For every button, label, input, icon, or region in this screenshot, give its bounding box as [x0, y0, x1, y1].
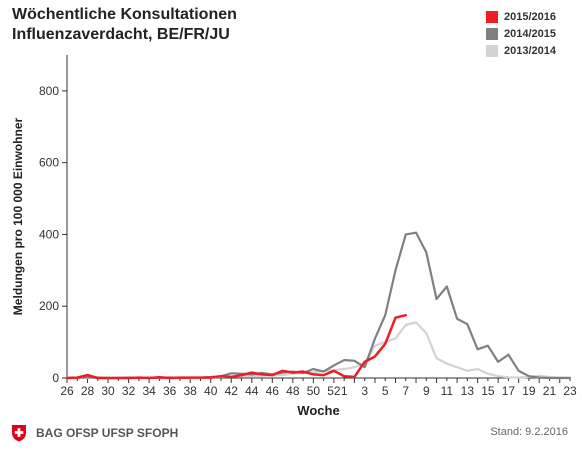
- x-tick-label: 46: [266, 384, 280, 398]
- x-tick-label: 5: [382, 384, 389, 398]
- x-tick-label: 15: [481, 384, 495, 398]
- y-tick-label: 600: [39, 156, 59, 170]
- x-tick-label: 40: [204, 384, 218, 398]
- x-tick-label: 13: [461, 384, 475, 398]
- x-tick-label: 7: [402, 384, 409, 398]
- legend: 2015/2016 2014/2015 2013/2014: [486, 8, 556, 59]
- legend-item-2015-2016: 2015/2016: [486, 8, 556, 25]
- x-tick-label: 36: [163, 384, 177, 398]
- y-tick-label: 400: [39, 227, 59, 241]
- legend-item-2013-2014: 2013/2014: [486, 42, 556, 59]
- x-tick-label: 52: [327, 384, 341, 398]
- x-tick-label: 28: [81, 384, 95, 398]
- x-tick-label: 50: [307, 384, 321, 398]
- legend-label: 2013/2014: [504, 44, 556, 57]
- y-tick-label: 200: [39, 299, 59, 313]
- x-tick-label: 48: [286, 384, 300, 398]
- x-tick-label: 23: [563, 384, 577, 398]
- chart-title-line-1: Wöchentliche Konsultationen: [12, 6, 237, 23]
- x-tick-label: 38: [184, 384, 198, 398]
- x-tick-label: 32: [122, 384, 136, 398]
- y-tick-label: 800: [39, 84, 59, 98]
- chart-title-line-2: Influenzaverdacht, BE/FR/JU: [12, 26, 230, 43]
- y-tick-label: 0: [52, 371, 59, 385]
- x-tick-label: 19: [522, 384, 536, 398]
- legend-label: 2014/2015: [504, 27, 556, 40]
- series-line-2015-2016: [65, 313, 408, 380]
- y-axis-title: Meldungen pro 100 000 Einwohner: [11, 117, 25, 315]
- legend-swatch: [486, 44, 498, 57]
- legend-swatch: [486, 10, 498, 23]
- x-tick-label: 26: [60, 384, 74, 398]
- swiss-flag-icon: [12, 425, 26, 442]
- x-tick-label: 9: [423, 384, 430, 398]
- x-tick-label: 44: [245, 384, 259, 398]
- legend-label: 2015/2016: [504, 10, 556, 23]
- organization-label: BAG OFSP UFSP SFOPH: [36, 426, 179, 440]
- legend-swatch: [486, 27, 498, 40]
- x-tick-label: 42: [225, 384, 239, 398]
- x-tick-label: 17: [502, 384, 516, 398]
- legend-item-2014-2015: 2014/2015: [486, 25, 556, 42]
- x-tick-label: 21: [543, 384, 557, 398]
- x-tick-label: 3: [361, 384, 368, 398]
- x-tick-label: 34: [142, 384, 156, 398]
- series-line-2014-2015: [65, 231, 572, 380]
- x-tick-label: 11: [441, 384, 454, 398]
- x-axis-title: Woche: [297, 403, 339, 418]
- footer-organization: BAG OFSP UFSP SFOPH: [10, 424, 178, 442]
- status-date: Stand: 9.2.2016: [490, 426, 568, 438]
- chart-title: Wöchentliche Konsultationen Influenzaver…: [12, 5, 237, 45]
- x-tick-label: 1: [341, 384, 348, 398]
- x-tick-label: 30: [101, 384, 115, 398]
